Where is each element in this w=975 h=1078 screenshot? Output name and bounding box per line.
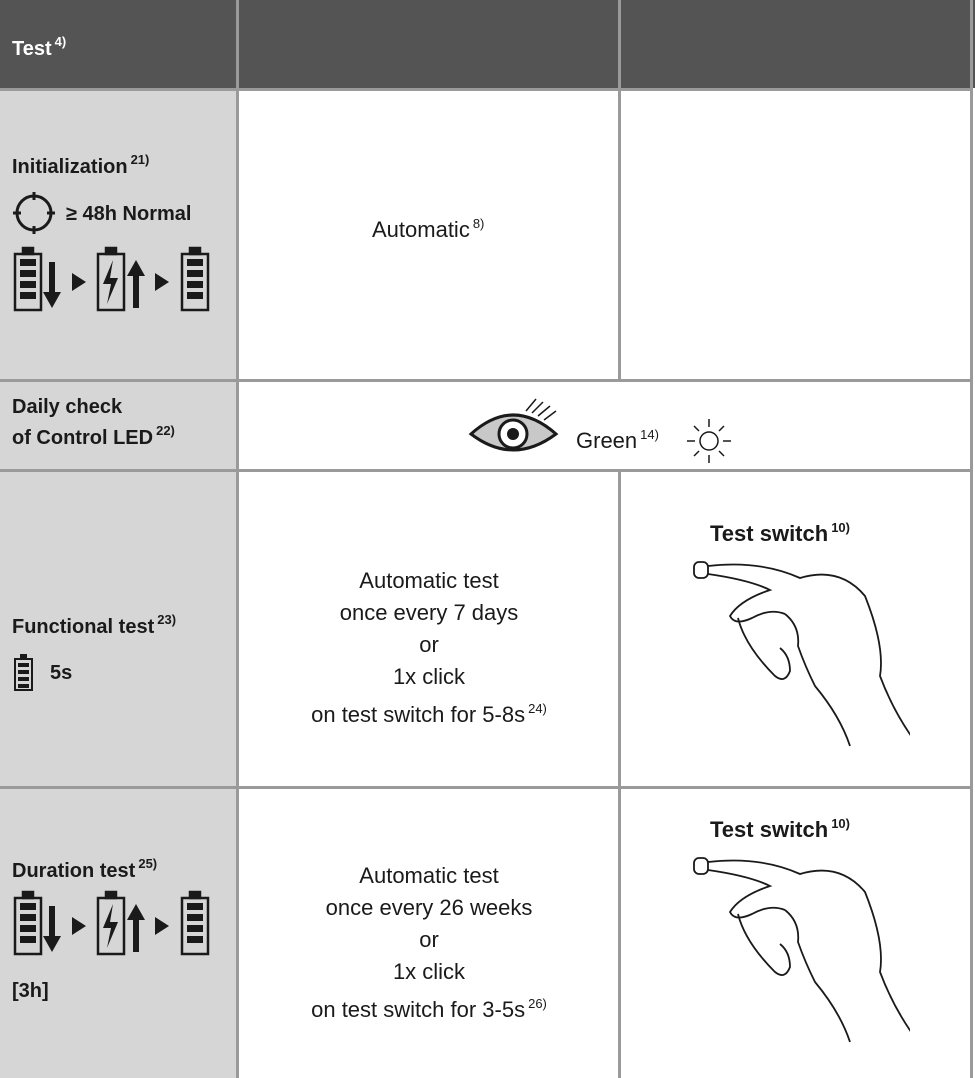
header-text: Test [12,38,52,60]
text: Green [576,428,638,453]
switch-label: Test switch 10) [710,520,850,547]
footnote: 10) [831,520,850,535]
text: Automatic test [359,863,499,888]
text: or [419,927,439,952]
grid-line [618,470,621,1078]
label-text: Daily check [12,396,123,418]
text: on test switch for 5-8s [311,702,526,727]
footnote: 25) [138,856,158,871]
footnote: 21) [130,152,150,167]
footnote: 4) [54,34,67,49]
battery-cycle-icon [13,246,210,312]
battery-cycle-icon [13,890,210,956]
row-label: Functional test 23) [12,612,176,639]
hand-icon [693,857,910,1043]
footnote: 22) [156,423,175,438]
automatic-text: Automatic test once every 26 weeks or 1x… [239,860,619,1026]
label-text: Duration test [12,860,136,882]
text: or [419,632,439,657]
automatic-text: Automatic test once every 7 days or 1x c… [239,565,619,731]
row-label: Daily check of Control LED 22) [12,396,175,450]
label-text: Initialization [12,156,128,178]
grid-line [970,0,973,1078]
icon-text: ≥ 48h Normal [66,203,192,225]
header-cell: Test 4) [12,34,66,61]
duration-text: 5s [50,662,73,684]
grid-line [0,469,973,472]
text: 1x click [392,664,466,689]
text: Test switch [710,521,829,546]
footnote: 24) [528,701,547,716]
text: Automatic [372,217,470,242]
timer-icon [13,192,55,234]
battery-icon [14,654,33,691]
grid-line [618,0,621,380]
row-label: Initialization 21) [12,152,149,179]
text: Automatic test [359,568,499,593]
grid-line [236,0,239,1078]
footnote: 23) [157,612,177,627]
header-row [0,0,975,88]
text: Test switch [710,817,829,842]
indicator-text: Green 14) [576,427,659,454]
footnote: 8) [472,216,485,231]
footnote: 26) [528,996,547,1011]
grid-line [0,88,973,91]
text: on test switch for 3-5s [311,997,526,1022]
eye-icon [468,398,559,452]
label-text: Functional test [12,616,155,638]
grid-line [0,379,973,382]
label-text: of Control LED [12,427,154,449]
automatic-text: Automatic 8) [372,216,484,243]
text: once every 7 days [339,600,519,625]
grid-line [0,786,973,789]
hand-icon [693,561,910,747]
footnote: 10) [831,816,850,831]
led-icon [687,419,731,463]
text: 1x click [392,959,466,984]
text: once every 26 weeks [325,895,533,920]
switch-label: Test switch 10) [710,816,850,843]
duration-text: [3h] [12,980,49,1002]
row-label: Duration test 25) [12,856,157,883]
footnote: 14) [640,427,659,442]
